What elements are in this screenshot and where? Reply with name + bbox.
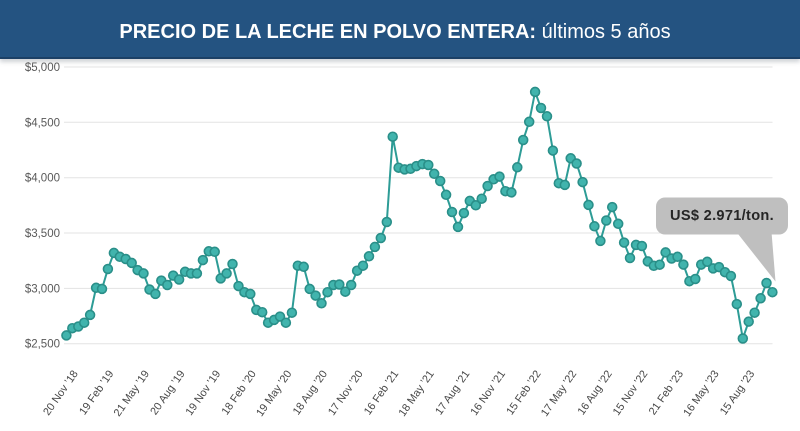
svg-text:$4,000: $4,000 (25, 173, 60, 185)
svg-text:18 Feb ’20: 18 Feb ’20 (220, 368, 259, 417)
svg-text:18 Aug ’20: 18 Aug ’20 (291, 368, 330, 417)
svg-text:$3,500: $3,500 (25, 228, 60, 240)
svg-text:17 Aug ’21: 17 Aug ’21 (433, 368, 472, 417)
svg-text:16 Feb ’21: 16 Feb ’21 (362, 368, 401, 417)
svg-text:21 Feb ’23: 21 Feb ’23 (647, 368, 686, 417)
svg-text:US$ 2.971/ton.: US$ 2.971/ton. (670, 208, 774, 224)
svg-text:18 May ’21: 18 May ’21 (396, 368, 436, 419)
svg-text:$3,000: $3,000 (25, 283, 60, 295)
svg-text:15 Aug ’23: 15 Aug ’23 (718, 368, 757, 417)
svg-text:$4,500: $4,500 (25, 117, 60, 129)
svg-text:19 Feb ’19: 19 Feb ’19 (77, 368, 116, 417)
svg-text:15 Nov ’22: 15 Nov ’22 (611, 368, 651, 418)
svg-text:20 Aug ’19: 20 Aug ’19 (148, 368, 187, 417)
svg-text:16 Nov ’21: 16 Nov ’21 (468, 368, 508, 418)
svg-text:16 Aug ’22: 16 Aug ’22 (575, 368, 614, 417)
svg-text:19 Nov ’19: 19 Nov ’19 (184, 368, 224, 418)
svg-text:19 May ’20: 19 May ’20 (254, 368, 294, 419)
svg-text:17 May ’22: 17 May ’22 (539, 368, 579, 419)
svg-text:$2,500: $2,500 (25, 339, 60, 351)
svg-text:20 Nov ’18: 20 Nov ’18 (41, 368, 81, 418)
svg-text:$5,000: $5,000 (25, 62, 60, 74)
svg-text:17 Nov ’20: 17 Nov ’20 (326, 368, 366, 418)
svg-text:16 May ’23: 16 May ’23 (681, 368, 721, 419)
svg-text:15 Feb ’22: 15 Feb ’22 (504, 368, 543, 417)
svg-text:21 May ’19: 21 May ’19 (112, 368, 152, 419)
